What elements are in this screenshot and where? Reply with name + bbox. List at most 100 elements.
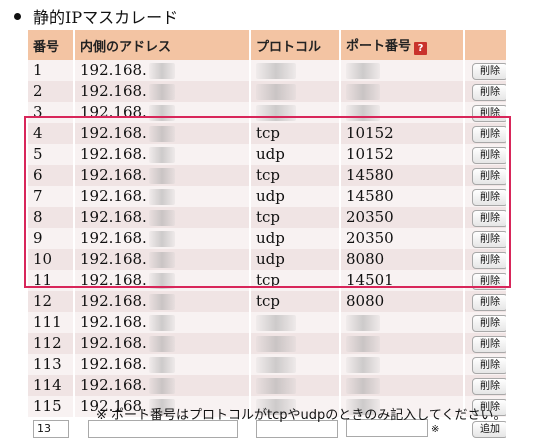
row-port bbox=[340, 102, 465, 123]
row-number: 12 bbox=[28, 291, 75, 312]
delete-button[interactable]: 削除 bbox=[472, 399, 506, 416]
row-action: 削除 bbox=[464, 144, 506, 165]
row-address: 192.168. bbox=[74, 354, 251, 375]
row-protocol bbox=[250, 312, 341, 333]
row-address: 192.168. bbox=[74, 207, 251, 228]
row-address-text: 192.168. bbox=[80, 397, 147, 415]
redacted-address bbox=[148, 231, 175, 247]
redacted-address bbox=[148, 315, 175, 331]
row-address-text: 192.168. bbox=[80, 292, 147, 310]
row-action: 削除 bbox=[464, 60, 506, 81]
table-row: 11 192.168. tcp 14501 削除 bbox=[28, 270, 506, 291]
row-action: 削除 bbox=[464, 249, 506, 270]
row-number: 8 bbox=[28, 207, 75, 228]
redacted-protocol bbox=[256, 336, 296, 352]
footnote: ※ ポート番号はプロトコルがtcpやudpのときのみ記入してください。 bbox=[96, 408, 507, 423]
row-port: 20350 bbox=[340, 207, 465, 228]
row-port-text: 14501 bbox=[346, 271, 394, 289]
table-row: 12 192.168. tcp 8080 削除 bbox=[28, 291, 506, 312]
row-protocol: tcp bbox=[250, 291, 341, 312]
redacted-address bbox=[148, 378, 175, 394]
redacted-address bbox=[148, 147, 175, 163]
redacted-protocol bbox=[256, 105, 296, 121]
row-address: 192.168. bbox=[74, 375, 251, 396]
table-row: 6 192.168. tcp 14580 削除 bbox=[28, 165, 506, 186]
redacted-port bbox=[346, 63, 380, 79]
row-number: 6 bbox=[28, 165, 75, 186]
row-port: 14501 bbox=[340, 270, 465, 291]
row-port-text: 20350 bbox=[346, 208, 394, 226]
row-port: 8080 bbox=[340, 291, 465, 312]
delete-button[interactable]: 削除 bbox=[472, 84, 506, 101]
delete-button[interactable]: 削除 bbox=[472, 252, 506, 269]
section-heading: 静的IPマスカレード bbox=[8, 4, 178, 28]
row-number: 113 bbox=[28, 354, 75, 375]
row-port-text: 8080 bbox=[346, 292, 385, 310]
row-action: 削除 bbox=[464, 291, 506, 312]
new-address-input[interactable] bbox=[88, 419, 238, 438]
delete-button[interactable]: 削除 bbox=[472, 126, 506, 143]
row-action: 削除 bbox=[464, 165, 506, 186]
row-address: 192.168. bbox=[74, 60, 251, 81]
new-number-input[interactable] bbox=[33, 419, 69, 438]
row-port bbox=[340, 354, 465, 375]
help-icon[interactable]: ? bbox=[414, 42, 428, 55]
delete-button[interactable]: 削除 bbox=[472, 147, 506, 164]
row-port bbox=[340, 81, 465, 102]
delete-button[interactable]: 削除 bbox=[472, 273, 506, 290]
row-number: 114 bbox=[28, 375, 75, 396]
delete-button[interactable]: 削除 bbox=[472, 315, 506, 332]
row-protocol-text: tcp bbox=[256, 166, 281, 184]
table-row: 2 192.168. 削除 bbox=[28, 81, 506, 102]
delete-button[interactable]: 削除 bbox=[472, 63, 506, 80]
row-address-text: 192.168. bbox=[80, 355, 147, 373]
delete-button[interactable]: 削除 bbox=[472, 294, 506, 311]
row-address-text: 192.168. bbox=[80, 187, 147, 205]
row-port: 20350 bbox=[340, 228, 465, 249]
row-protocol-text: tcp bbox=[256, 292, 281, 310]
row-protocol: tcp bbox=[250, 207, 341, 228]
table-row: 114 192.168. 削除 bbox=[28, 375, 506, 396]
row-protocol bbox=[250, 375, 341, 396]
delete-button[interactable]: 削除 bbox=[472, 105, 506, 122]
row-port: 14580 bbox=[340, 186, 465, 207]
delete-button[interactable]: 削除 bbox=[472, 210, 506, 227]
delete-button[interactable]: 削除 bbox=[472, 378, 506, 395]
row-address-text: 192.168. bbox=[80, 271, 147, 289]
new-action-cell: 追加 bbox=[464, 417, 506, 439]
row-number: 2 bbox=[28, 81, 75, 102]
row-port bbox=[340, 375, 465, 396]
redacted-port bbox=[346, 336, 380, 352]
row-protocol: udp bbox=[250, 186, 341, 207]
row-port: 10152 bbox=[340, 123, 465, 144]
delete-button[interactable]: 削除 bbox=[472, 231, 506, 248]
row-protocol: tcp bbox=[250, 165, 341, 186]
redacted-port bbox=[346, 399, 380, 415]
delete-button[interactable]: 削除 bbox=[472, 168, 506, 185]
row-address-text: 192.168. bbox=[80, 103, 147, 121]
row-protocol: tcp bbox=[250, 123, 341, 144]
section-title: 静的IPマスカレード bbox=[33, 8, 179, 27]
row-protocol: tcp bbox=[250, 270, 341, 291]
row-address-text: 192.168. bbox=[80, 376, 147, 394]
redacted-port bbox=[346, 105, 380, 121]
row-port-text: 20350 bbox=[346, 229, 394, 247]
redacted-port bbox=[346, 378, 380, 394]
add-button[interactable]: 追加 bbox=[472, 421, 506, 438]
delete-button[interactable]: 削除 bbox=[472, 357, 506, 374]
row-number: 3 bbox=[28, 102, 75, 123]
delete-button[interactable]: 削除 bbox=[472, 336, 506, 353]
redacted-address bbox=[148, 63, 175, 79]
row-port-text: 8080 bbox=[346, 250, 385, 268]
redacted-protocol bbox=[256, 357, 296, 373]
redacted-protocol bbox=[256, 315, 296, 331]
row-protocol bbox=[250, 102, 341, 123]
row-number: 7 bbox=[28, 186, 75, 207]
note-mark: ※ bbox=[431, 424, 440, 435]
row-address-text: 192.168. bbox=[80, 208, 147, 226]
table-row: 10 192.168. udp 8080 削除 bbox=[28, 249, 506, 270]
row-port-text: 10152 bbox=[346, 124, 394, 142]
delete-button[interactable]: 削除 bbox=[472, 189, 506, 206]
table-header-row: 番号 内側のアドレス プロトコル ポート番号? bbox=[28, 30, 506, 60]
redacted-port bbox=[346, 315, 380, 331]
